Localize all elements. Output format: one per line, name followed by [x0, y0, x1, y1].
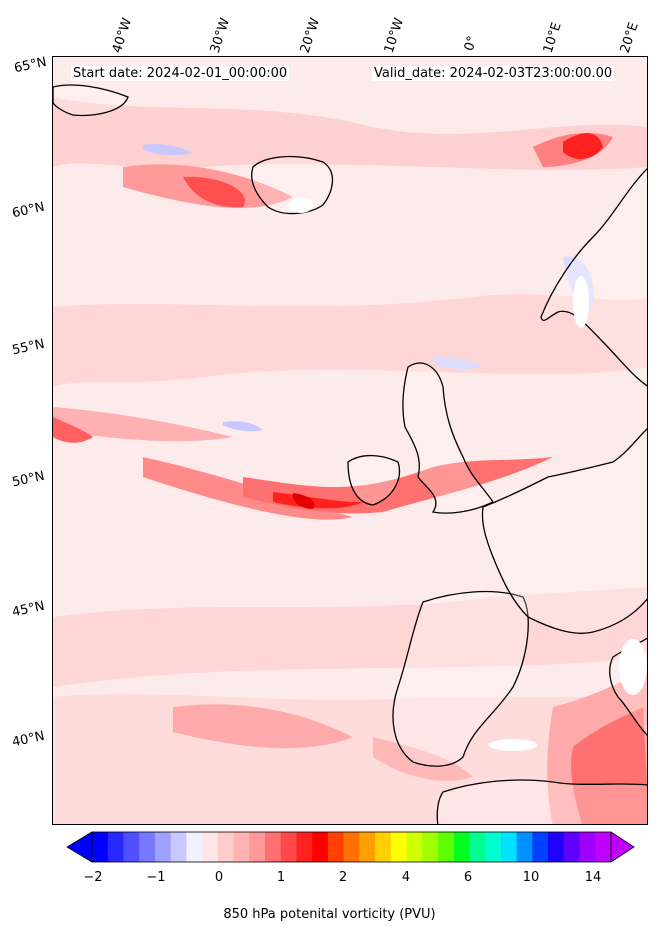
colorbar-cell — [485, 832, 502, 862]
colorbar-title: 850 hPa potenital vorticity (PVU) — [223, 907, 436, 922]
lat-label-50n: 50°N — [10, 468, 46, 491]
colorbar-cell — [422, 832, 439, 862]
colorbar — [66, 831, 635, 863]
colorbar-cell — [516, 832, 533, 862]
lon-label-30w: 30°W — [207, 16, 234, 55]
colorbar-tick-label: 0 — [214, 870, 224, 885]
colorbar-cell — [438, 832, 455, 862]
colorbar-tick-label: −2 — [83, 870, 103, 885]
colorbar-tick-label: 2 — [338, 870, 348, 885]
lon-label-20e: 20°E — [617, 20, 642, 55]
colorbar-max-arrow — [610, 831, 635, 863]
colorbar-tick-label: 14 — [584, 870, 602, 885]
colorbar-cell — [469, 832, 486, 862]
colorbar-tick-label: 10 — [522, 870, 540, 885]
colorbar-cell — [453, 832, 470, 862]
colorbar-cell — [390, 832, 408, 862]
lon-label-10e: 10°E — [540, 20, 565, 55]
lon-label-10w: 10°W — [381, 16, 408, 55]
colorbar-cell — [265, 832, 282, 862]
colorbar-cell — [233, 832, 250, 862]
colorbar-tick-label: 6 — [463, 870, 473, 885]
lon-label-20w: 20°W — [297, 16, 324, 55]
colorbar-cell — [139, 832, 156, 862]
lat-label-55n: 55°N — [10, 336, 46, 359]
colorbar-cell — [202, 832, 219, 862]
colorbar-cell — [375, 832, 392, 862]
lat-label-65n: 65°N — [12, 54, 48, 77]
colorbar-cell — [154, 832, 172, 862]
colorbar-outline — [91, 831, 612, 863]
colorbar-cell — [170, 832, 187, 862]
colorbar-cell — [595, 832, 612, 862]
valid-date-label: Valid_date: 2024-02-03T23:00:00.00 — [372, 66, 615, 81]
map-panel — [52, 56, 648, 825]
pv-field-map — [53, 57, 647, 824]
start-date-label: Start date: 2024-02-01_00:00:00 — [71, 66, 290, 81]
colorbar-cell — [249, 832, 266, 862]
lat-label-60n: 60°N — [10, 199, 46, 222]
colorbar-cell — [296, 832, 313, 862]
lat-label-45n: 45°N — [10, 598, 46, 621]
colorbar-tick-label: 4 — [401, 870, 411, 885]
lon-label-0: 0° — [461, 34, 481, 53]
colorbar-cell — [186, 832, 203, 862]
lon-label-40w: 40°W — [109, 16, 136, 55]
lat-label-40n: 40°N — [10, 728, 46, 751]
colorbar-tick-label: 1 — [276, 870, 286, 885]
colorbar-tick-label: −1 — [146, 870, 166, 885]
colorbar-cell — [563, 832, 581, 862]
colorbar-cell — [280, 832, 297, 862]
colorbar-cell — [359, 832, 376, 862]
colorbar-min-arrow — [66, 831, 93, 863]
colorbar-cell — [343, 832, 360, 862]
colorbar-cell — [123, 832, 140, 862]
colorbar-cell — [579, 832, 596, 862]
colorbar-cells — [92, 832, 612, 862]
colorbar-cell — [532, 832, 549, 862]
colorbar-cell — [327, 832, 345, 862]
coastlines — [53, 84, 647, 824]
colorbar-cell — [217, 832, 235, 862]
colorbar-cell — [548, 832, 565, 862]
colorbar-cell — [500, 832, 518, 862]
colorbar-cell — [107, 832, 124, 862]
colorbar-cell — [92, 832, 109, 862]
colorbar-cell — [406, 832, 423, 862]
colorbar-cell — [312, 832, 329, 862]
